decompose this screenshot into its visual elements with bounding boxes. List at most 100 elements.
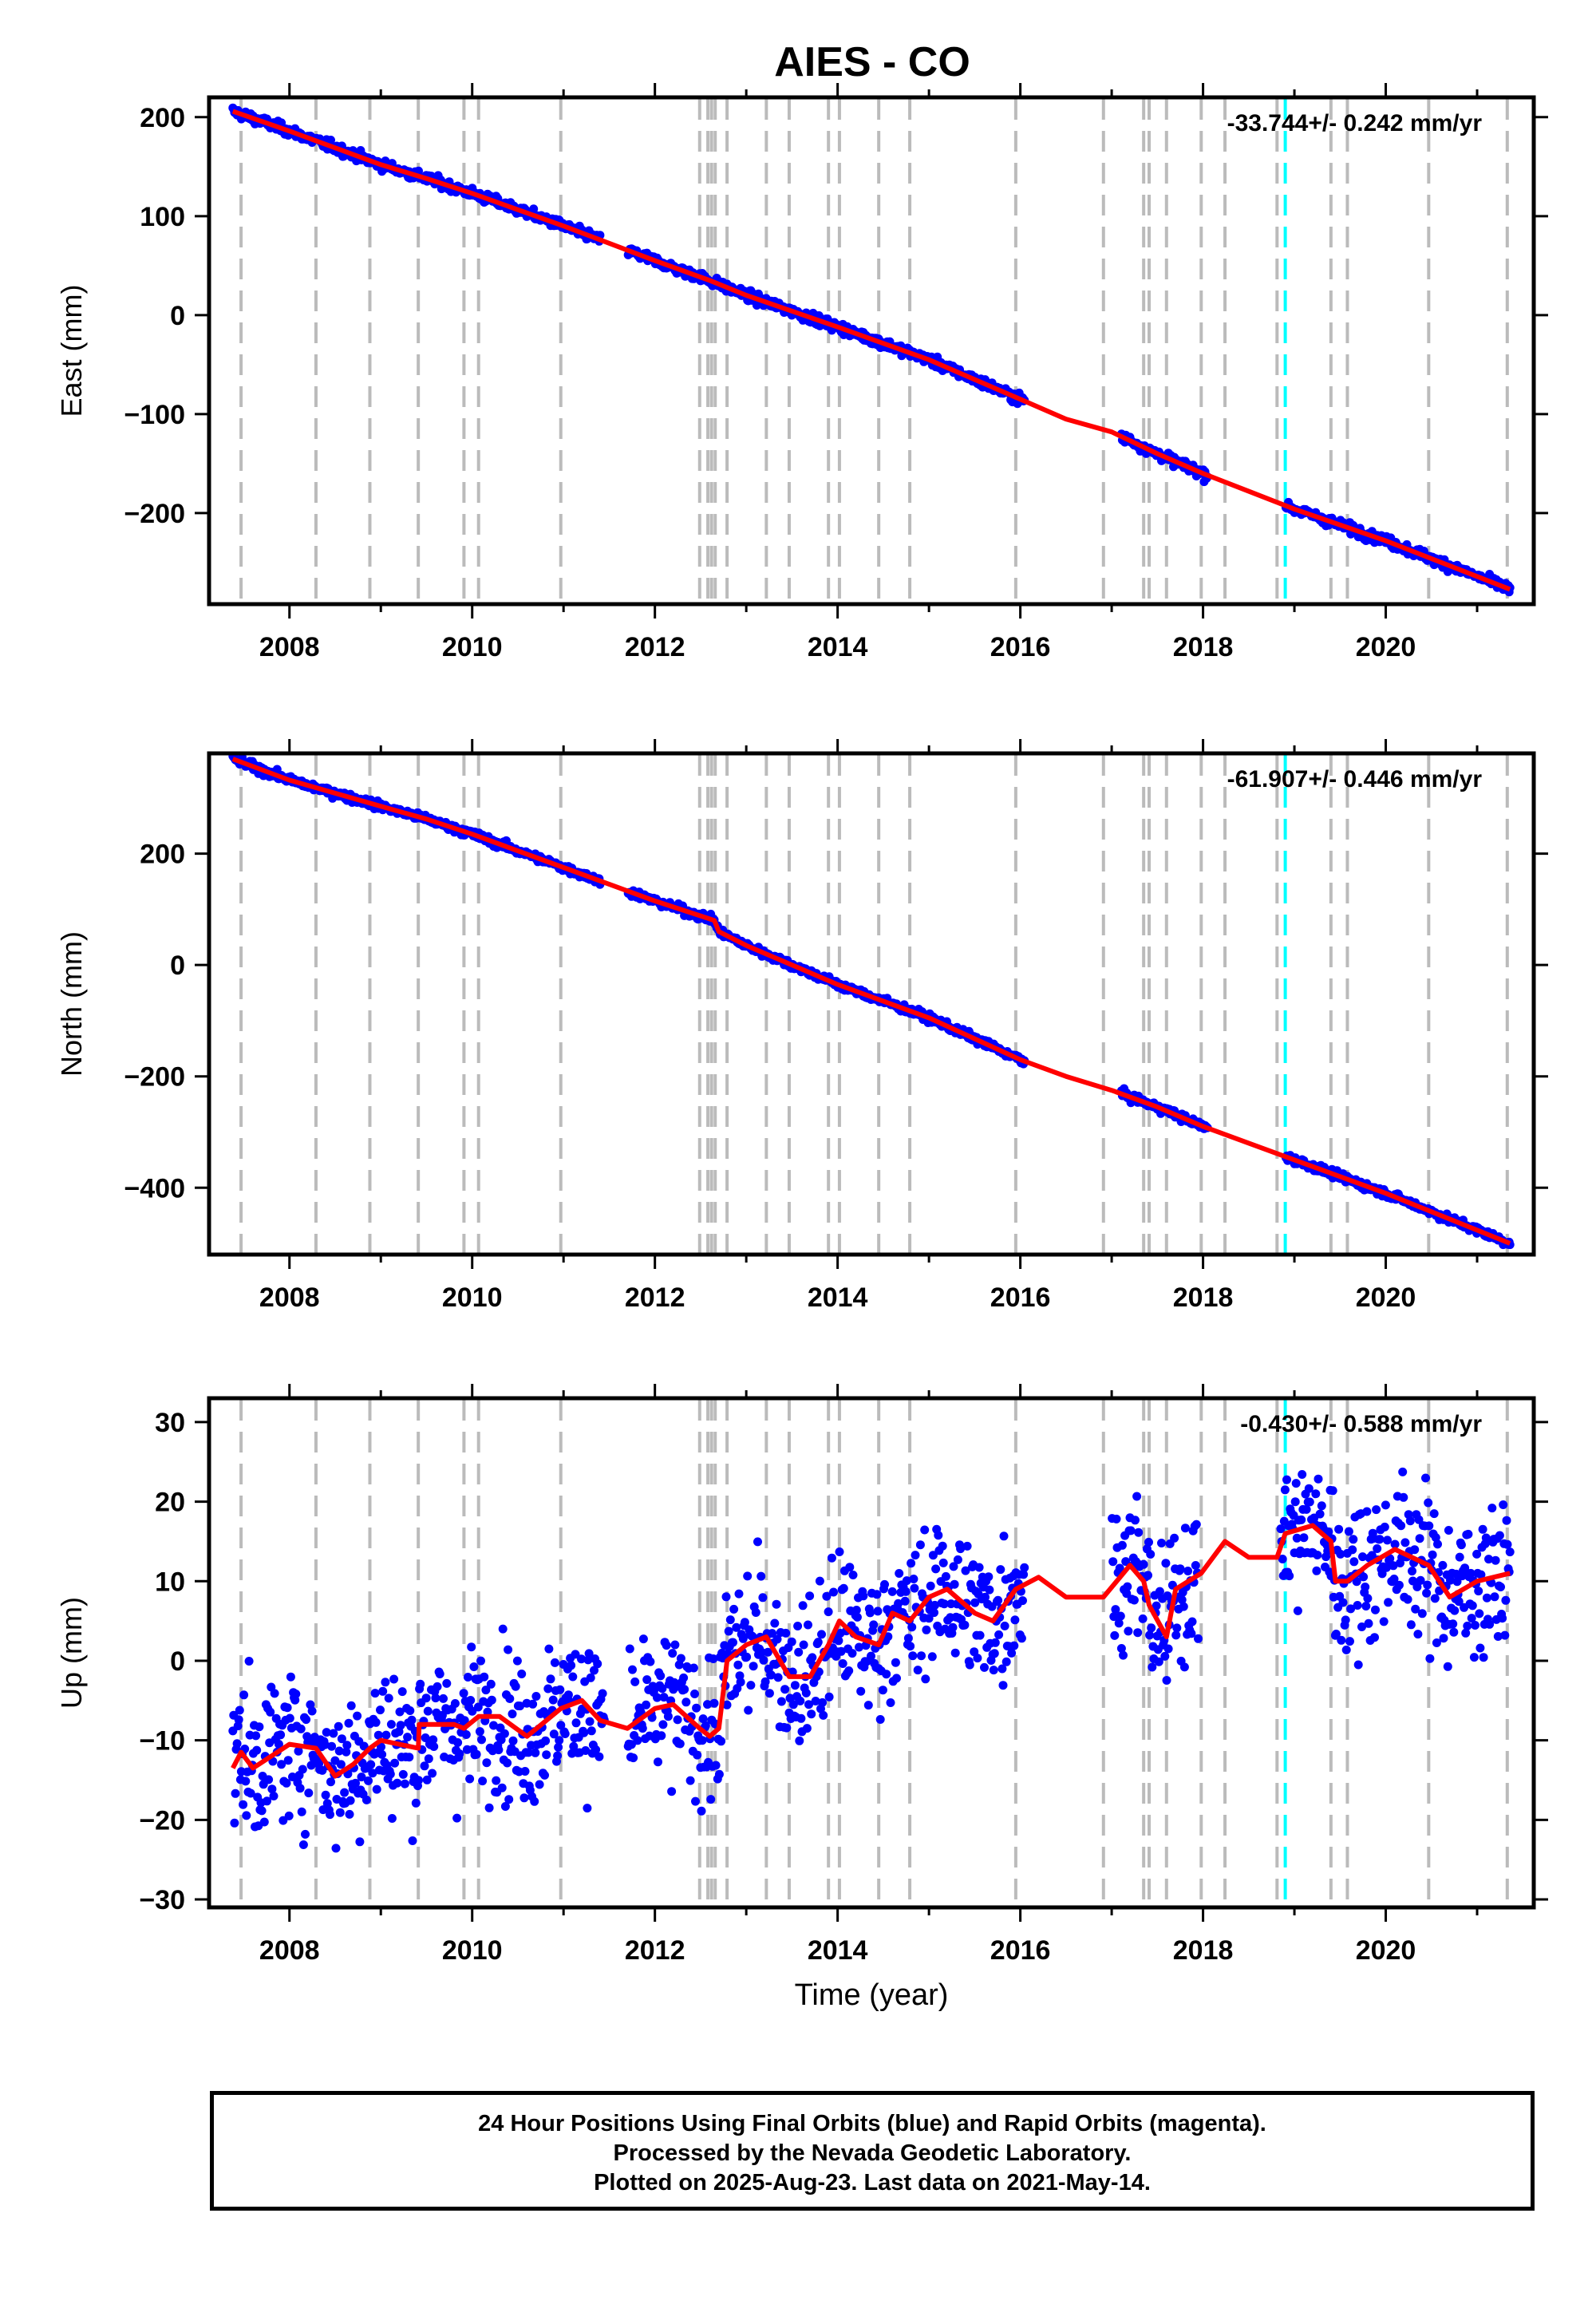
observation-point [1408,1567,1416,1576]
observation-point [1346,1604,1356,1614]
observation-point [1315,1509,1325,1519]
observation-point [1160,1651,1170,1661]
observation-point [1422,1588,1432,1598]
observation-point [1280,1485,1290,1495]
x-tick-label: 2016 [990,1282,1051,1313]
observation-point [819,1710,828,1720]
observation-point [1139,1559,1148,1569]
observation-point [867,1651,875,1661]
observation-point [1432,1638,1441,1647]
observation-point [658,1684,667,1694]
observation-point [662,1641,671,1650]
observation-point [408,1836,417,1845]
observation-point [351,1778,360,1788]
observation-point [1124,1626,1133,1636]
observation-point [452,1813,462,1823]
observation-point [822,1591,832,1601]
observation-point [284,1811,294,1820]
observation-point [856,1686,866,1696]
observation-point [469,1662,479,1671]
observation-point [934,1531,943,1540]
observation-point [475,1727,484,1737]
observation-point [1017,1634,1026,1643]
model-line [231,1523,1511,1779]
observation-point [1147,1623,1156,1633]
observation-point [1177,1595,1187,1605]
observation-point [950,1648,960,1658]
observation-point [297,1807,306,1816]
observation-point [335,1808,345,1817]
observation-point [1292,1533,1302,1543]
observation-point [1446,1575,1455,1585]
observation-point [1381,1500,1390,1510]
observation-point [1469,1653,1479,1662]
observation-point [956,1544,966,1554]
observation-point [717,1737,726,1746]
observation-point [1162,1676,1171,1685]
observation-point [555,1736,564,1745]
observation-point [508,1736,518,1745]
observation-point [851,1606,861,1614]
observation-point [1285,1571,1294,1581]
x-tick-label: 2020 [1356,1282,1416,1313]
observation-point [1362,1507,1372,1516]
observation-point [744,1705,753,1715]
observation-point [999,1531,1009,1541]
x-tick-label: 2008 [259,1282,320,1313]
observation-point [435,1670,444,1678]
observation-point [938,1558,948,1567]
observation-point [523,1748,533,1757]
observation-point [795,1736,804,1745]
observation-point [989,1666,998,1675]
observation-point [736,1678,745,1687]
observation-point [331,1844,341,1853]
observation-point [1317,1501,1326,1511]
observation-point [668,1649,678,1658]
observation-point [467,1642,476,1652]
observation-point [554,1742,563,1752]
observation-point [895,1569,904,1578]
observation-point [337,1734,346,1744]
observation-point [757,1571,766,1581]
observation-point [931,1564,941,1574]
observation-point [907,1622,917,1632]
observation-point [583,1804,592,1813]
observation-point [1363,1594,1373,1603]
observation-point [1476,1570,1486,1579]
observation-point [1020,1563,1029,1572]
observation-point [1380,1522,1389,1531]
observation-point [279,1816,288,1825]
observation-point [663,1712,673,1721]
observation-point [824,1692,834,1701]
x-tick-label: 2020 [1356,1935,1416,1966]
observation-point [405,1753,414,1762]
observation-point [398,1769,408,1779]
observation-point [1111,1605,1120,1614]
observation-point [1144,1537,1153,1547]
observation-point [1183,1567,1193,1575]
observation-point [1383,1535,1392,1545]
observation-point [1438,1560,1448,1570]
observation-point [1117,1540,1127,1550]
observation-point [234,1715,243,1725]
observation-point [378,1686,388,1696]
observation-point [593,1659,602,1669]
observation-point [239,1690,249,1700]
observation-point [1364,1618,1373,1628]
observation-point [981,1592,990,1602]
observation-point [569,1741,579,1751]
observation-point [586,1673,595,1682]
y-axis-label: North (mm) [55,931,88,1077]
observation-point [1018,1596,1027,1606]
observation-point [1471,1621,1479,1630]
observation-point [344,1718,354,1728]
observation-point [838,1659,847,1668]
y-tick-label: −100 [124,400,185,430]
observation-point [1187,1629,1196,1638]
observation-point [743,1571,753,1581]
observation-point [1357,1622,1366,1631]
x-tick-label: 2014 [808,632,868,662]
observation-point [500,1802,510,1811]
observation-point [267,1784,277,1794]
panel-north: 2008 2010 2012 2014 2016 2018 2020 200 0 −200 −400… [55,739,1548,1313]
